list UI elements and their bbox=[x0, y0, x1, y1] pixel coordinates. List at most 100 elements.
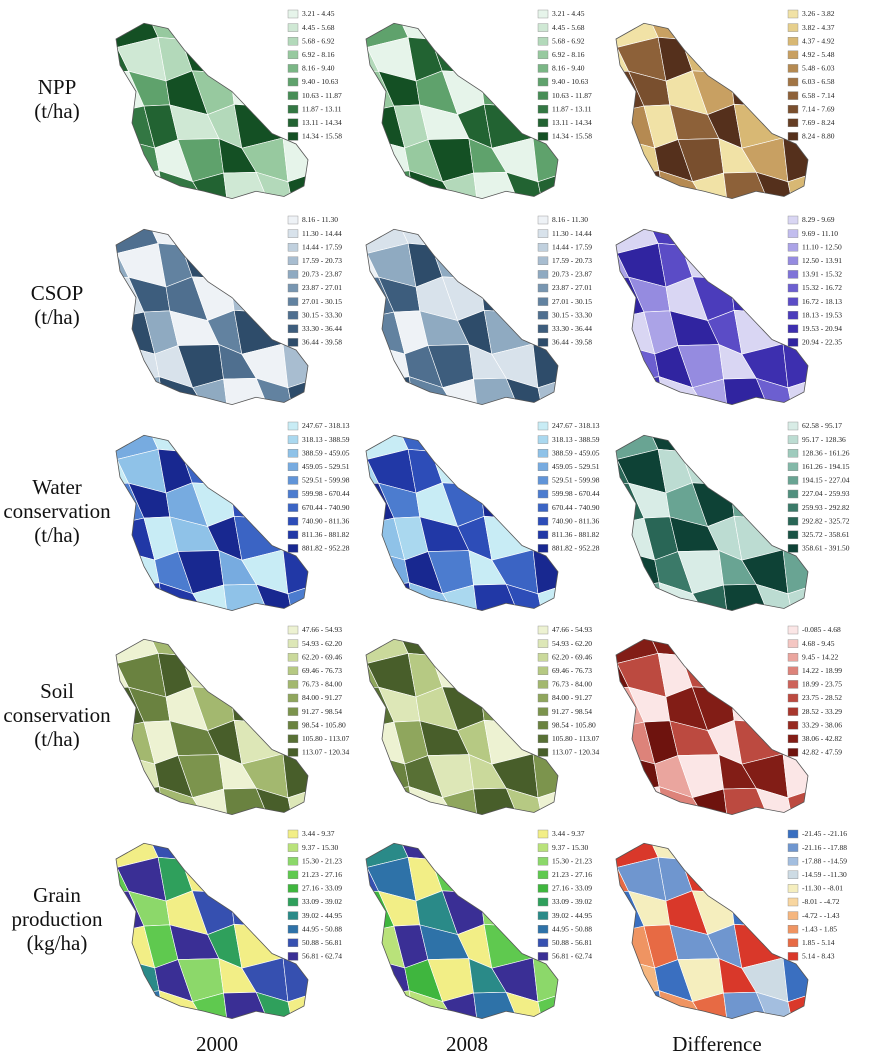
legend-swatch bbox=[538, 694, 548, 702]
legend-swatch bbox=[788, 517, 798, 525]
district bbox=[142, 1028, 177, 1059]
district bbox=[283, 754, 320, 798]
legend-label: 4.92 - 5.48 bbox=[802, 50, 835, 59]
legend-swatch bbox=[538, 105, 548, 113]
legend-label: 98.54 - 105.80 bbox=[302, 720, 346, 729]
legend-label: 1.85 - 5.14 bbox=[802, 938, 835, 947]
district bbox=[206, 616, 241, 654]
legend-label: 10.63 - 11.87 bbox=[302, 91, 342, 100]
legend-swatch bbox=[538, 51, 548, 59]
district bbox=[722, 242, 756, 287]
legend-label: 44.95 - 50.88 bbox=[552, 924, 592, 933]
district bbox=[479, 207, 528, 249]
district bbox=[229, 619, 278, 661]
row-label: Water bbox=[32, 475, 82, 499]
legend-label: -14.59 - -11.30 bbox=[802, 870, 847, 879]
legend-label: 30.15 - 33.30 bbox=[302, 310, 342, 319]
legend-label: 529.51 - 599.98 bbox=[302, 476, 350, 485]
legend-label: 14.34 - 15.58 bbox=[552, 132, 592, 141]
legend-label: 105.80 - 113.07 bbox=[302, 734, 349, 743]
district bbox=[270, 412, 304, 455]
district bbox=[602, 380, 648, 414]
map-districts bbox=[580, 617, 889, 864]
legend-swatch bbox=[288, 338, 298, 346]
legend-label: -0.085 - 4.68 bbox=[802, 625, 841, 634]
district bbox=[852, 174, 889, 208]
district bbox=[222, 36, 256, 81]
legend-swatch bbox=[538, 436, 548, 444]
legend-label: 7.14 - 7.69 bbox=[802, 104, 835, 113]
legend-swatch bbox=[788, 871, 798, 879]
legend-label: 84.00 - 91.27 bbox=[302, 693, 342, 702]
map bbox=[330, 207, 656, 454]
legend-swatch bbox=[538, 257, 548, 265]
legend-swatch bbox=[288, 871, 298, 879]
district bbox=[229, 823, 278, 865]
district bbox=[306, 140, 353, 174]
legend-swatch bbox=[538, 490, 548, 498]
legend-swatch bbox=[788, 92, 798, 100]
legend-swatch bbox=[538, 857, 548, 865]
map-districts bbox=[330, 617, 656, 864]
district bbox=[597, 137, 633, 182]
legend-swatch bbox=[538, 78, 548, 86]
district bbox=[347, 343, 383, 388]
district bbox=[852, 994, 889, 1028]
legend-label: 5.68 - 6.92 bbox=[302, 36, 335, 45]
district bbox=[806, 140, 853, 174]
legend-swatch bbox=[288, 708, 298, 716]
district bbox=[706, 820, 741, 858]
legend-swatch bbox=[788, 748, 798, 756]
district bbox=[806, 552, 853, 586]
legend-label: 21.23 - 27.16 bbox=[552, 870, 592, 879]
row-label: conservation bbox=[3, 499, 111, 523]
district bbox=[852, 790, 889, 824]
legend-label: 9.69 - 11.10 bbox=[802, 229, 838, 238]
district bbox=[741, 828, 786, 862]
legend-swatch bbox=[788, 952, 798, 960]
legend-swatch bbox=[788, 844, 798, 852]
legend-label: 23.87 - 27.01 bbox=[552, 283, 592, 292]
district bbox=[533, 754, 570, 798]
legend-label: 6.92 - 8.16 bbox=[552, 50, 585, 59]
legend-swatch bbox=[788, 830, 798, 838]
legend-swatch bbox=[538, 10, 548, 18]
district bbox=[352, 586, 398, 620]
district bbox=[241, 8, 286, 42]
map-districts bbox=[80, 207, 406, 454]
row-label: production bbox=[12, 907, 103, 931]
legend-swatch bbox=[288, 10, 298, 18]
legend-label: 3.21 - 4.45 bbox=[552, 9, 585, 18]
district bbox=[730, 689, 771, 723]
district bbox=[584, 1025, 618, 1059]
district bbox=[602, 586, 648, 620]
district bbox=[835, 103, 870, 148]
district bbox=[533, 958, 570, 1002]
district bbox=[543, 1026, 592, 1059]
column-label: 2008 bbox=[446, 1032, 488, 1056]
row-label: (kg/ha) bbox=[27, 931, 88, 955]
legend-swatch bbox=[788, 857, 798, 865]
legend-label: 9.40 - 10.63 bbox=[552, 77, 588, 86]
district bbox=[334, 1025, 368, 1059]
legend-swatch bbox=[288, 284, 298, 292]
legend-swatch bbox=[538, 667, 548, 675]
legend-swatch bbox=[538, 449, 548, 457]
legend-swatch bbox=[538, 119, 548, 127]
legend-label: 5.68 - 6.92 bbox=[552, 36, 585, 45]
district bbox=[556, 552, 603, 586]
legend-swatch bbox=[788, 694, 798, 702]
legend-swatch bbox=[788, 476, 798, 484]
row-label: Soil bbox=[40, 679, 74, 703]
district bbox=[347, 957, 383, 1002]
legend-label: 388.59 - 459.05 bbox=[302, 448, 350, 457]
district bbox=[707, 414, 745, 459]
district bbox=[320, 377, 357, 421]
legend-swatch bbox=[788, 51, 798, 59]
district bbox=[306, 960, 353, 994]
legend-swatch bbox=[538, 476, 548, 484]
legend-label: 459.05 - 529.51 bbox=[302, 462, 350, 471]
map-districts bbox=[80, 617, 406, 864]
legend-label: 4.45 - 5.68 bbox=[552, 23, 585, 32]
legend-swatch bbox=[288, 626, 298, 634]
